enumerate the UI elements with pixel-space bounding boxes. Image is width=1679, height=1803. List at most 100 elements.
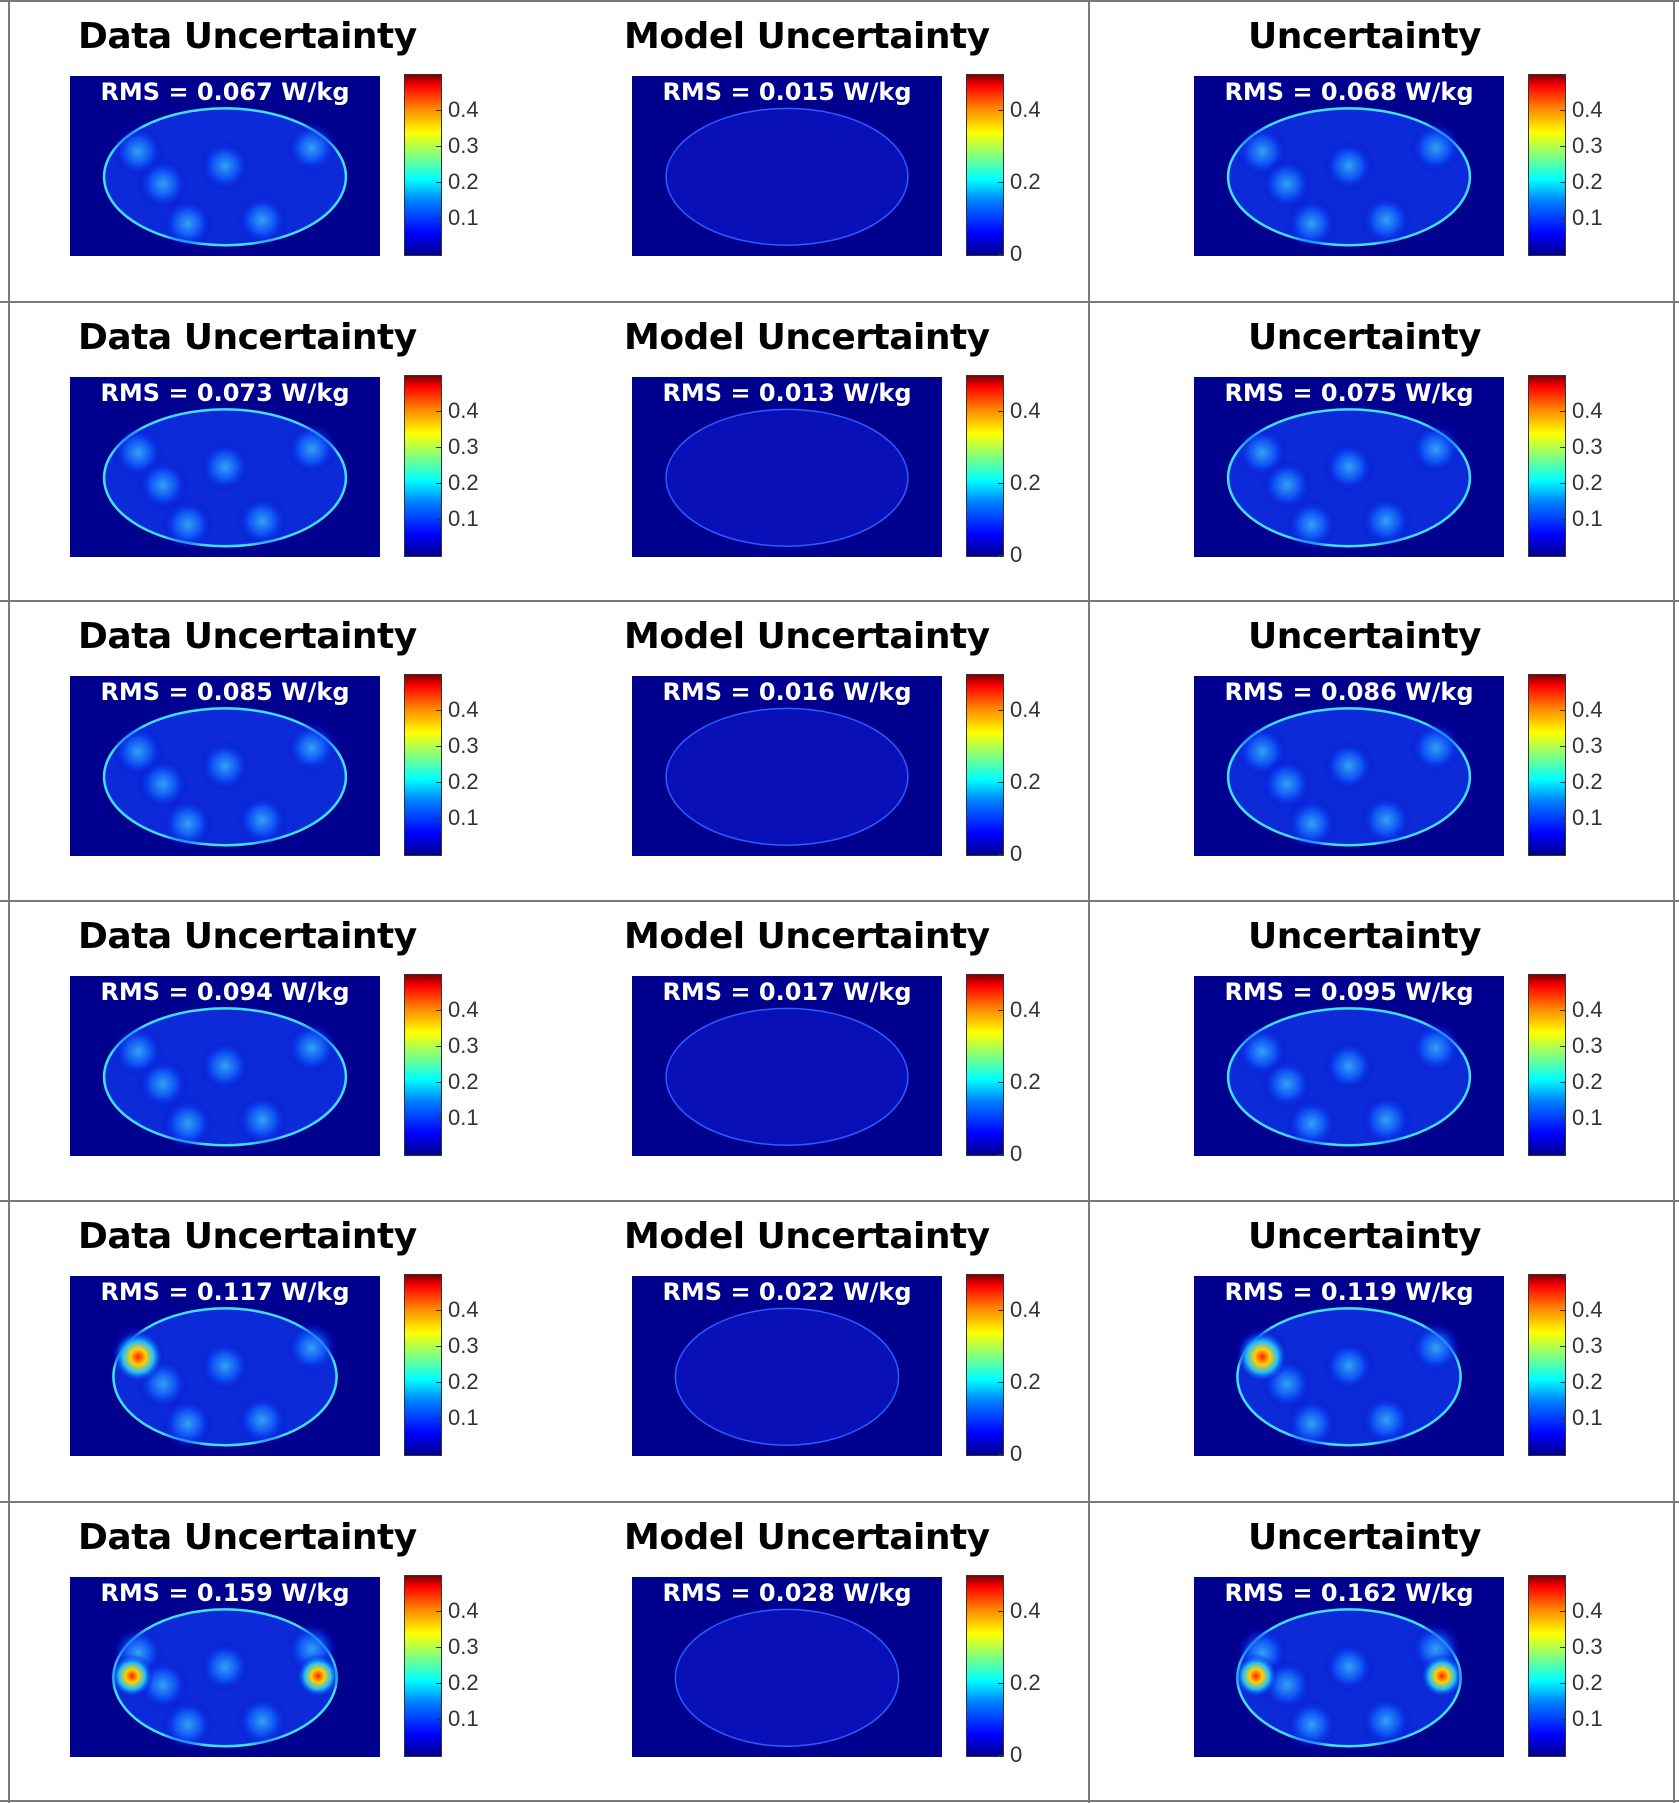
panel-title-total: Uncertainty (1248, 16, 1482, 57)
colorbar-tick-label: 0.2 (1572, 169, 1603, 194)
colorbar-tick-mark (1560, 1310, 1565, 1311)
rms-label: RMS = 0.017 W/kg (662, 978, 912, 1006)
colorbar-model (966, 1274, 1004, 1456)
colorbar-tick-mark (998, 1683, 1003, 1684)
colorbar-tick-mark (998, 182, 1003, 183)
colorbar-tick-label: 0.4 (1572, 697, 1603, 722)
heatmap-graphic (1226, 408, 1472, 551)
colorbar-model (966, 674, 1004, 856)
colorbar-tick-mark (1560, 1118, 1565, 1119)
heatmap-graphic (1226, 707, 1472, 850)
grid-horizontal-line (0, 600, 1679, 602)
colorbar-tick-label: 0.2 (1572, 1670, 1603, 1695)
colorbar-tick-mark (1560, 1010, 1565, 1011)
colorbar-tick-label: 0 (1010, 1441, 1023, 1466)
heatmap-data: RMS = 0.067 W/kg (70, 76, 380, 256)
heatmap-graphic (674, 1608, 900, 1747)
colorbar-total (1528, 974, 1566, 1156)
colorbar-tick-label: 0.2 (1572, 470, 1603, 495)
colorbar-tick-mark (1560, 1382, 1565, 1383)
colorbar-tick-label: 0.2 (448, 769, 479, 794)
colorbar-total (1528, 1274, 1566, 1456)
panel-title-total: Uncertainty (1248, 1517, 1482, 1558)
colorbar-tick-mark (436, 411, 441, 412)
colorbar-tick-mark (436, 746, 441, 747)
colorbar-data (404, 974, 442, 1156)
colorbar-tick-label: 0.4 (1010, 398, 1041, 423)
rms-label: RMS = 0.068 W/kg (1224, 78, 1474, 106)
colorbar-tick-mark (1560, 1346, 1565, 1347)
rms-label: RMS = 0.073 W/kg (100, 379, 350, 407)
rms-label: RMS = 0.013 W/kg (662, 379, 912, 407)
colorbar-tick-label: 0.3 (448, 434, 479, 459)
colorbar-tick-label: 0.3 (448, 1333, 479, 1358)
colorbar-tick-label: 0.1 (448, 506, 479, 531)
colorbar-tick-mark (436, 1418, 441, 1419)
heatmap-model: RMS = 0.013 W/kg (632, 377, 942, 557)
colorbar-tick-mark (436, 447, 441, 448)
colorbar-tick-label: 0.1 (1572, 1706, 1603, 1731)
panel-title-data: Data Uncertainty (78, 1517, 417, 1558)
colorbar-data (404, 74, 442, 256)
colorbar-tick-mark (436, 1683, 441, 1684)
colorbar-tick-label: 0.2 (448, 1670, 479, 1695)
colorbar-tick-mark (436, 146, 441, 147)
heatmap-graphic (1236, 1307, 1462, 1450)
colorbar-tick-mark (1560, 483, 1565, 484)
colorbar-tick-label: 0 (1010, 841, 1023, 866)
colorbar-tick-label: 0.4 (448, 997, 479, 1022)
colorbar-tick-label: 0.4 (1572, 97, 1603, 122)
colorbar-tick-label: 0.1 (1572, 506, 1603, 531)
rms-label: RMS = 0.094 W/kg (100, 978, 350, 1006)
colorbar-model (966, 375, 1004, 557)
colorbar-tick-label: 0.4 (1010, 1297, 1041, 1322)
colorbar-tick-label: 0.3 (448, 133, 479, 158)
grid-horizontal-line (0, 1200, 1679, 1202)
colorbar-tick-label: 0.2 (1010, 169, 1041, 194)
colorbar-tick-label: 0.2 (448, 1069, 479, 1094)
panel-title-total: Uncertainty (1248, 317, 1482, 358)
colorbar-tick-mark (1560, 1719, 1565, 1720)
panel-title-model: Model Uncertainty (624, 16, 990, 57)
heatmap-graphic (102, 707, 348, 850)
colorbar-tick-label: 0.2 (448, 470, 479, 495)
colorbar-tick-mark (1560, 1082, 1565, 1083)
colorbar-tick-label: 0.2 (448, 169, 479, 194)
colorbar-tick-mark (998, 854, 1003, 855)
grid-horizontal-line (0, 0, 1679, 2)
colorbar-tick-label: 0.4 (448, 1598, 479, 1623)
heatmap-graphic (102, 1007, 348, 1150)
panel-title-model: Model Uncertainty (624, 916, 990, 957)
colorbar-tick-mark (998, 411, 1003, 412)
grid-horizontal-line (0, 900, 1679, 902)
colorbar-tick-mark (998, 782, 1003, 783)
heatmap-total: RMS = 0.162 W/kg (1194, 1577, 1504, 1757)
colorbar-tick-label: 0.2 (1010, 1369, 1041, 1394)
colorbar-tick-label: 0.4 (1572, 398, 1603, 423)
colorbar-tick-label: 0.4 (1572, 1598, 1603, 1623)
colorbar-tick-label: 0.1 (1572, 1105, 1603, 1130)
heatmap-data: RMS = 0.159 W/kg (70, 1577, 380, 1757)
panel-title-data: Data Uncertainty (78, 916, 417, 957)
colorbar-tick-mark (436, 1719, 441, 1720)
colorbar-tick-label: 0 (1010, 1742, 1023, 1767)
rms-label: RMS = 0.075 W/kg (1224, 379, 1474, 407)
colorbar-tick-mark (436, 218, 441, 219)
colorbar-tick-label: 0.3 (1572, 1634, 1603, 1659)
colorbar-tick-label: 0 (1010, 542, 1023, 567)
colorbar-model (966, 974, 1004, 1156)
heatmap-graphic (665, 107, 909, 246)
panel-title-data: Data Uncertainty (78, 1216, 417, 1257)
heatmap-model: RMS = 0.028 W/kg (632, 1577, 942, 1757)
colorbar-tick-mark (1560, 1046, 1565, 1047)
panel-title-model: Model Uncertainty (624, 317, 990, 358)
colorbar-tick-label: 0.4 (1010, 697, 1041, 722)
heatmap-graphic (665, 408, 909, 547)
colorbar-tick-label: 0.4 (448, 697, 479, 722)
colorbar-tick-mark (998, 254, 1003, 255)
colorbar-tick-label: 0.1 (448, 1405, 479, 1430)
heatmap-model: RMS = 0.017 W/kg (632, 976, 942, 1156)
colorbar-data (404, 1274, 442, 1456)
colorbar-total (1528, 674, 1566, 856)
colorbar-tick-label: 0.4 (1572, 1297, 1603, 1322)
